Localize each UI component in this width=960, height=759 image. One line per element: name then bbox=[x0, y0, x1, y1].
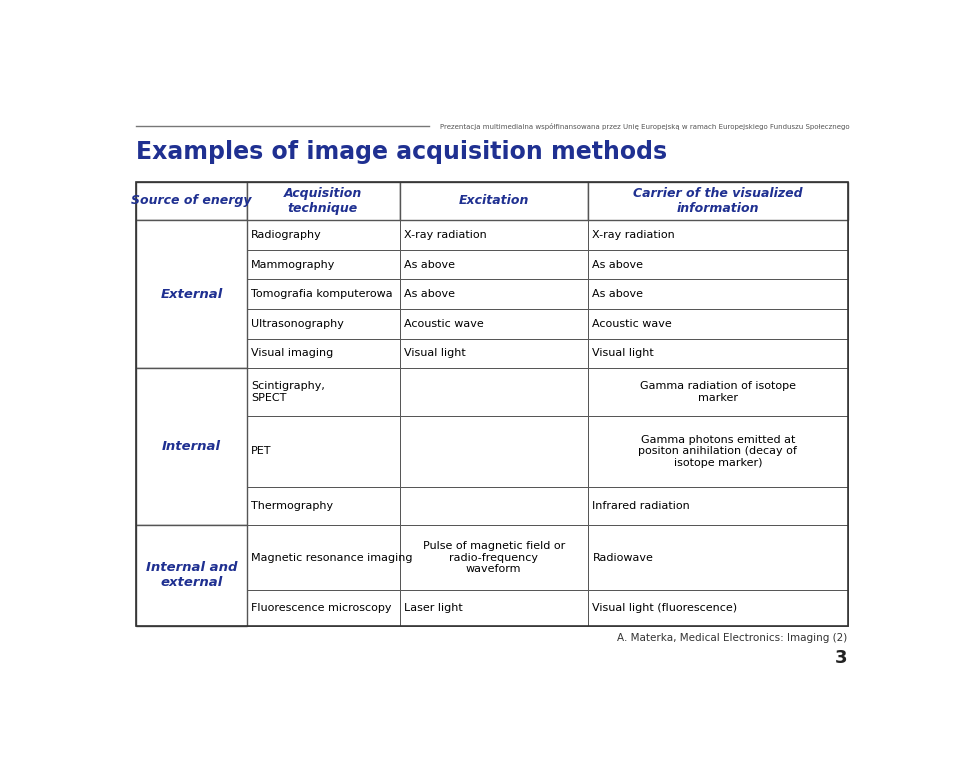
Bar bbox=[247, 339, 399, 368]
Bar bbox=[247, 181, 399, 220]
Bar bbox=[136, 339, 247, 368]
Text: As above: As above bbox=[404, 289, 455, 299]
Bar bbox=[247, 309, 399, 339]
Bar bbox=[247, 368, 399, 416]
Bar bbox=[588, 339, 848, 368]
Bar bbox=[136, 487, 247, 525]
Bar bbox=[588, 591, 848, 626]
Bar bbox=[136, 181, 247, 220]
Text: Radiowave: Radiowave bbox=[592, 553, 654, 562]
Text: Magnetic resonance imaging: Magnetic resonance imaging bbox=[252, 553, 413, 562]
Bar bbox=[588, 368, 848, 416]
Bar bbox=[399, 339, 588, 368]
Text: Internal and
external: Internal and external bbox=[146, 562, 237, 590]
Bar bbox=[247, 591, 399, 626]
Text: Acoustic wave: Acoustic wave bbox=[404, 319, 484, 329]
Text: Excitation: Excitation bbox=[459, 194, 529, 207]
Bar bbox=[588, 181, 848, 220]
Bar bbox=[399, 309, 588, 339]
Bar bbox=[588, 250, 848, 279]
Text: A. Materka, Medical Electronics: Imaging (2): A. Materka, Medical Electronics: Imaging… bbox=[617, 633, 848, 644]
Text: External: External bbox=[160, 288, 223, 301]
Bar bbox=[399, 591, 588, 626]
Text: Fluorescence microscopy: Fluorescence microscopy bbox=[252, 603, 392, 613]
Text: Mammography: Mammography bbox=[252, 260, 335, 269]
Bar bbox=[247, 220, 399, 250]
Text: Internal: Internal bbox=[162, 440, 221, 453]
Bar bbox=[399, 181, 588, 220]
Text: Pulse of magnetic field or
radio-frequency
waveform: Pulse of magnetic field or radio-frequen… bbox=[422, 541, 564, 575]
Text: Acoustic wave: Acoustic wave bbox=[592, 319, 672, 329]
Text: X-ray radiation: X-ray radiation bbox=[592, 230, 675, 240]
Text: Laser light: Laser light bbox=[404, 603, 463, 613]
Text: PET: PET bbox=[252, 446, 272, 456]
Bar bbox=[136, 250, 247, 279]
Bar bbox=[136, 368, 247, 416]
Text: As above: As above bbox=[592, 289, 643, 299]
Bar bbox=[247, 279, 399, 309]
Text: Visual imaging: Visual imaging bbox=[252, 348, 333, 358]
Text: Gamma photons emitted at
positon anihilation (decay of
isotope marker): Gamma photons emitted at positon anihila… bbox=[638, 435, 797, 468]
Bar bbox=[136, 279, 247, 309]
Bar bbox=[247, 487, 399, 525]
Bar bbox=[399, 279, 588, 309]
Text: 3: 3 bbox=[835, 649, 848, 666]
Bar bbox=[399, 368, 588, 416]
Bar bbox=[136, 309, 247, 339]
Text: Gamma radiation of isotope
marker: Gamma radiation of isotope marker bbox=[639, 381, 796, 403]
Bar bbox=[399, 487, 588, 525]
Text: Ultrasonography: Ultrasonography bbox=[252, 319, 344, 329]
Text: Source of energy: Source of energy bbox=[132, 194, 252, 207]
Text: Visual light: Visual light bbox=[404, 348, 466, 358]
Bar bbox=[588, 279, 848, 309]
Text: Scintigraphy,
SPECT: Scintigraphy, SPECT bbox=[252, 381, 324, 403]
Text: As above: As above bbox=[404, 260, 455, 269]
Bar bbox=[247, 250, 399, 279]
Bar bbox=[136, 220, 247, 250]
Text: Carrier of the visualized
information: Carrier of the visualized information bbox=[633, 187, 803, 215]
Text: Visual light (fluorescence): Visual light (fluorescence) bbox=[592, 603, 737, 613]
Text: Examples of image acquisition methods: Examples of image acquisition methods bbox=[136, 140, 667, 164]
Text: Acquisition
technique: Acquisition technique bbox=[284, 187, 362, 215]
Bar bbox=[399, 220, 588, 250]
Text: As above: As above bbox=[592, 260, 643, 269]
Text: X-ray radiation: X-ray radiation bbox=[404, 230, 487, 240]
Bar bbox=[588, 220, 848, 250]
Bar bbox=[136, 591, 247, 626]
Text: Prezentacja multimedialna współfinansowana przez Unię Europejską w ramach Europe: Prezentacja multimedialna współfinansowa… bbox=[440, 123, 850, 130]
Text: Radiography: Radiography bbox=[252, 230, 322, 240]
Bar bbox=[399, 250, 588, 279]
Bar bbox=[588, 487, 848, 525]
Text: Thermography: Thermography bbox=[252, 501, 333, 511]
Text: Tomografia komputerowa: Tomografia komputerowa bbox=[252, 289, 393, 299]
Text: Infrared radiation: Infrared radiation bbox=[592, 501, 690, 511]
Text: Visual light: Visual light bbox=[592, 348, 654, 358]
Bar bbox=[588, 309, 848, 339]
